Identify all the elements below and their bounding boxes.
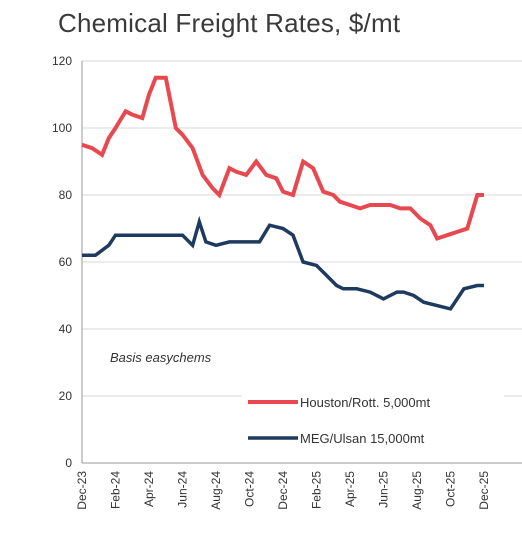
chart-annotation: Basis easychems: [110, 350, 212, 365]
x-tick-label: Feb-24: [109, 471, 123, 509]
legend-label: MEG/Ulsan 15,000mt: [300, 431, 425, 446]
x-tick-label: Jun-24: [176, 471, 190, 508]
y-tick-label: 120: [52, 54, 72, 68]
x-tick-label: Oct-25: [444, 471, 458, 507]
x-tick-label: Apr-25: [343, 471, 357, 507]
legend: Houston/Rott. 5,000mt MEG/Ulsan 15,000mt: [242, 384, 504, 458]
x-tick-label: Jun-25: [377, 471, 391, 508]
y-tick-label: 60: [59, 255, 73, 269]
legend-label: Houston/Rott. 5,000mt: [300, 395, 430, 410]
y-tick-label: 20: [59, 389, 73, 403]
x-tick-label: Feb-25: [310, 471, 324, 509]
series-line-houston-rott: [81, 75, 484, 241]
x-tick-label: Dec-25: [477, 471, 491, 510]
legend-items: Houston/Rott. 5,000mt MEG/Ulsan 15,000mt: [248, 395, 430, 446]
y-tick-label: 80: [59, 188, 73, 202]
x-tick-label: Apr-24: [142, 471, 156, 507]
x-tick-labels: Dec-23 Feb-24 Apr-24 Jun-24 Aug-24 Oct-24 Dec-…: [75, 471, 491, 510]
series-line-meg-ulsan: [82, 215, 484, 311]
y-tick-label: 100: [52, 121, 72, 135]
x-tick-label: Aug-24: [209, 471, 223, 510]
chart-title: Chemical Freight Rates, $/mt: [58, 8, 401, 38]
x-tick-label: Aug-25: [410, 471, 424, 510]
axis-layer: [81, 61, 522, 464]
x-tick-label: Dec-23: [75, 471, 89, 510]
y-tick-labels: 0 20 40 60 80 100 120: [52, 54, 72, 470]
x-tick-label: Dec-24: [276, 471, 290, 510]
x-tick-label: Oct-24: [243, 471, 257, 507]
series-layer: [81, 75, 484, 311]
legend-box: [242, 384, 504, 458]
grid-layer: [82, 60, 522, 397]
y-tick-label: 0: [65, 456, 72, 470]
y-tick-label: 40: [59, 322, 73, 336]
